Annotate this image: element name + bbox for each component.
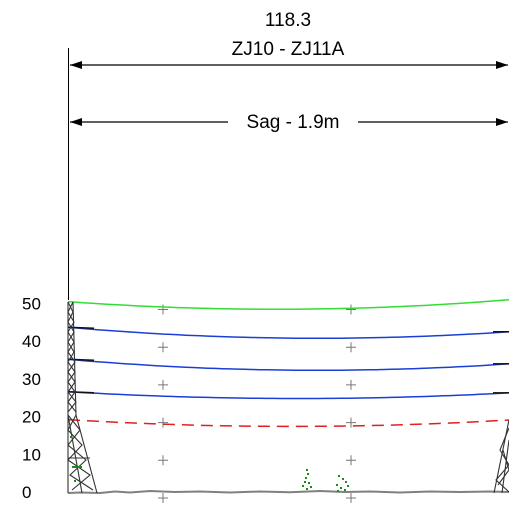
elevation-tick-label-40: 40: [22, 332, 41, 351]
left-tower-zj10: [67, 301, 98, 494]
phase-conductor-line-2: [67, 326, 509, 339]
grid-marker: [158, 417, 168, 428]
grid-marker: [346, 417, 356, 428]
elevation-axis: 0 10 20 30 40 50: [22, 295, 41, 503]
grid-markers: [158, 304, 356, 503]
right-tower-zj11a: [493, 419, 509, 494]
left-tower-vegetation: [70, 436, 82, 482]
grid-marker: [346, 379, 356, 390]
conductor-attachment-stub: [67, 390, 95, 394]
grid-marker: [346, 342, 356, 353]
elevation-tick-label-30: 30: [22, 370, 41, 389]
vegetation-points: [302, 469, 349, 492]
conductor-attachment-stub: [67, 358, 95, 362]
elevation-tick-label-50: 50: [22, 295, 41, 314]
grid-marker: [158, 455, 168, 466]
conductor-group: [67, 298, 509, 428]
grid-marker: [158, 493, 168, 503]
span-name-label: ZJ10 - ZJ11A: [232, 39, 345, 60]
conductor-attachment-stub: [67, 326, 95, 330]
elevation-tick-label-20: 20: [22, 408, 41, 427]
phase-conductor-line-4: [67, 390, 509, 400]
sag-label: Sag - 1.9m: [247, 112, 340, 133]
elevation-tick-label-0: 0: [22, 483, 31, 502]
clearance-line-line-5: [67, 418, 509, 428]
grid-marker: [346, 304, 356, 315]
phase-conductor-line-3: [67, 358, 509, 372]
grid-marker: [158, 304, 168, 315]
span-length-label: 118.3: [265, 10, 311, 31]
elevation-tick-label-10: 10: [22, 445, 41, 464]
grid-marker: [346, 455, 356, 466]
ground-profile-line: [67, 489, 509, 495]
grid-marker: [346, 493, 356, 503]
grid-marker: [158, 379, 168, 390]
grid-marker: [158, 342, 168, 353]
earth-wire-line-1: [67, 298, 509, 311]
